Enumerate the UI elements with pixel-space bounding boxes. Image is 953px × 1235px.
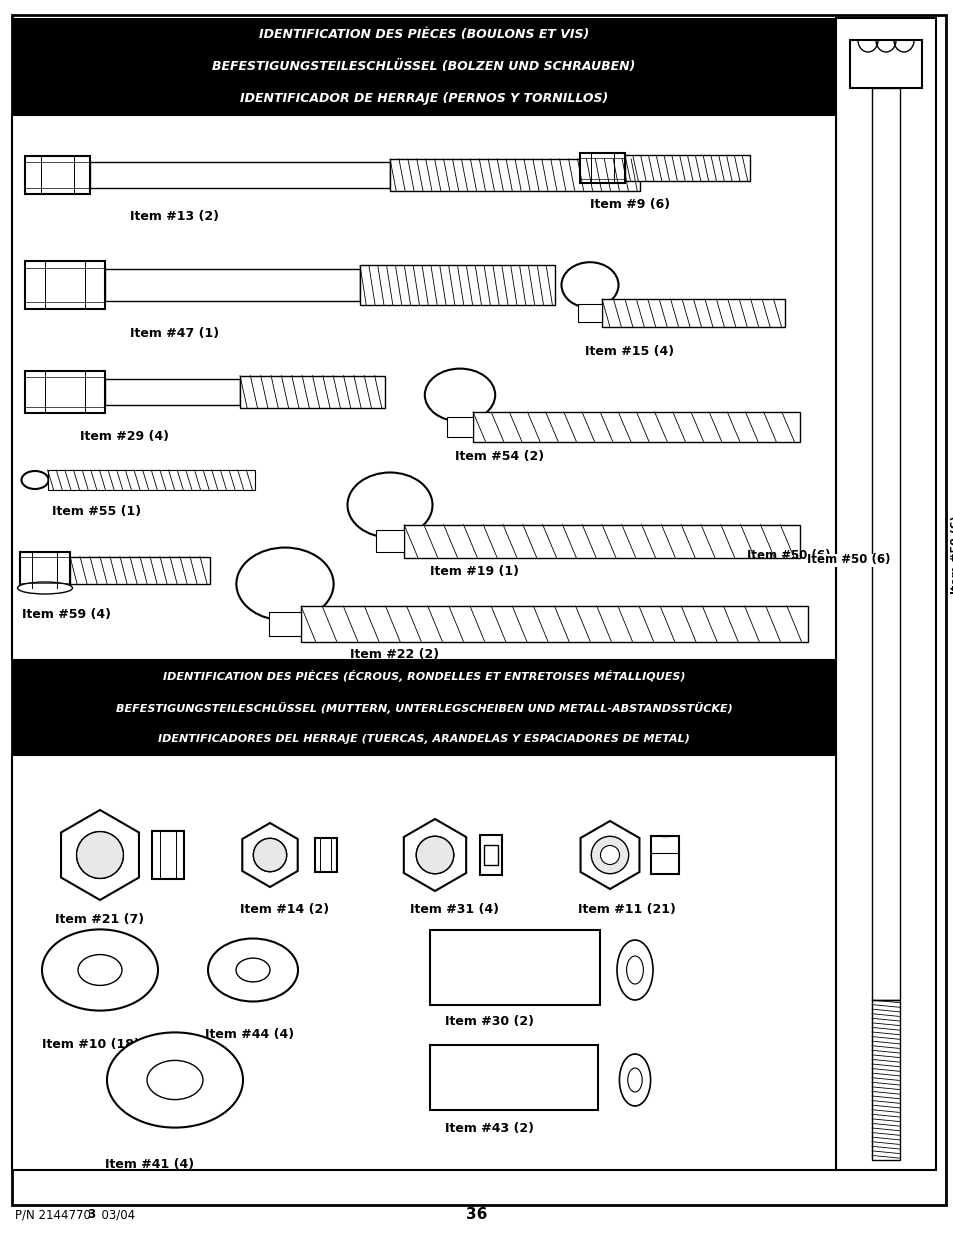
Bar [375, 530, 403, 552]
Circle shape [76, 831, 123, 878]
Text: Item #44 (4): Item #44 (4) [205, 1028, 294, 1041]
Ellipse shape [627, 1068, 641, 1092]
Text: Item #43 (2): Item #43 (2) [444, 1123, 534, 1135]
Bar [835, 19, 935, 1170]
Bar [20, 552, 70, 588]
Bar [430, 930, 599, 1005]
Bar [579, 153, 624, 183]
Text: Item #50 (6): Item #50 (6) [806, 553, 890, 567]
Bar [25, 156, 90, 194]
Text: Item #47 (1): Item #47 (1) [130, 327, 219, 340]
Text: Item #50 (6): Item #50 (6) [950, 516, 953, 594]
Text: IDENTIFICATION DES PIÈCES (BOULONS ET VIS): IDENTIFICATION DES PIÈCES (BOULONS ET VI… [258, 27, 589, 41]
Bar [314, 839, 336, 872]
Text: Item #22 (2): Item #22 (2) [350, 648, 438, 661]
Bar [390, 159, 639, 191]
Text: IDENTIFICADOR DE HERRAJE (PERNOS Y TORNILLOS): IDENTIFICADOR DE HERRAJE (PERNOS Y TORNI… [239, 93, 607, 105]
Text: Item #14 (2): Item #14 (2) [240, 903, 329, 916]
Ellipse shape [235, 958, 270, 982]
Text: Item #59 (4): Item #59 (4) [22, 608, 111, 621]
Bar [48, 471, 254, 490]
Bar [403, 525, 800, 557]
Text: IDENTIFICATION DES PIÈCES (ÉCROUS, RONDELLES ET ENTRETOISES MÉTALLIQUES): IDENTIFICATION DES PIÈCES (ÉCROUS, RONDE… [163, 669, 684, 682]
Text: 36: 36 [466, 1208, 487, 1223]
Ellipse shape [22, 471, 49, 489]
Ellipse shape [618, 1053, 650, 1107]
Text: Item #15 (4): Item #15 (4) [584, 345, 674, 358]
Circle shape [416, 836, 454, 873]
Bar [578, 304, 601, 322]
Bar [430, 1045, 598, 1110]
Bar [105, 379, 240, 405]
Ellipse shape [236, 547, 334, 620]
Text: Item #29 (4): Item #29 (4) [80, 430, 169, 443]
Ellipse shape [626, 956, 642, 984]
Text: 3: 3 [87, 1209, 95, 1221]
Bar [849, 40, 921, 88]
Text: Item #31 (4): Item #31 (4) [410, 903, 498, 916]
Text: 03/04: 03/04 [94, 1209, 135, 1221]
Bar [483, 845, 497, 864]
Circle shape [599, 846, 618, 864]
Circle shape [591, 836, 628, 873]
Bar [12, 19, 835, 115]
Text: Item #11 (21): Item #11 (21) [578, 903, 675, 916]
Text: Item #13 (2): Item #13 (2) [130, 210, 219, 224]
Bar [25, 370, 105, 412]
Text: BEFESTIGUNGSTEILESCHLÜSSEL (BOLZEN UND SCHRAUBEN): BEFESTIGUNGSTEILESCHLÜSSEL (BOLZEN UND S… [213, 61, 635, 73]
Ellipse shape [42, 930, 158, 1010]
Ellipse shape [17, 582, 72, 594]
Bar [12, 115, 835, 659]
Bar [871, 1000, 899, 1160]
Bar [12, 659, 835, 755]
Bar [301, 606, 807, 642]
Bar [269, 613, 301, 636]
Ellipse shape [347, 473, 432, 537]
Ellipse shape [208, 939, 297, 1002]
Ellipse shape [78, 955, 122, 986]
Polygon shape [242, 823, 297, 887]
Circle shape [253, 839, 286, 872]
Circle shape [253, 839, 286, 872]
Bar [359, 266, 555, 305]
Bar [479, 835, 501, 876]
Ellipse shape [617, 940, 652, 1000]
Bar [152, 831, 184, 879]
Ellipse shape [424, 368, 495, 421]
Text: Item #55 (1): Item #55 (1) [52, 505, 141, 517]
Bar [105, 269, 359, 300]
Text: Item #41 (4): Item #41 (4) [105, 1158, 193, 1171]
Text: Item #21 (7): Item #21 (7) [55, 913, 144, 926]
Ellipse shape [107, 1032, 243, 1128]
Text: Item #54 (2): Item #54 (2) [455, 450, 543, 463]
Bar [473, 412, 800, 442]
Ellipse shape [147, 1061, 203, 1099]
Bar [70, 557, 210, 583]
Bar [240, 375, 385, 409]
Circle shape [416, 836, 454, 873]
Bar [871, 88, 899, 1000]
Bar [25, 261, 105, 309]
Text: P/N 2144770: P/N 2144770 [15, 1209, 91, 1221]
Text: IDENTIFICADORES DEL HERRAJE (TUERCAS, ARANDELAS Y ESPACIADORES DE METAL): IDENTIFICADORES DEL HERRAJE (TUERCAS, AR… [158, 734, 689, 745]
Text: Item #9 (6): Item #9 (6) [589, 198, 669, 211]
Bar [601, 299, 784, 327]
Text: BEFESTIGUNGSTEILESCHLÜSSEL (MUTTERN, UNTERLEGSCHEIBEN UND METALL-ABSTANDSSTÜCKE): BEFESTIGUNGSTEILESCHLÜSSEL (MUTTERN, UNT… [115, 701, 732, 714]
Polygon shape [61, 810, 139, 900]
Circle shape [76, 831, 123, 878]
Bar [90, 162, 390, 188]
Bar [650, 836, 679, 874]
Bar [624, 156, 749, 180]
Text: Item #10 (18): Item #10 (18) [42, 1037, 139, 1051]
Polygon shape [580, 821, 639, 889]
Bar [447, 417, 473, 437]
Text: Item #30 (2): Item #30 (2) [444, 1015, 534, 1028]
Ellipse shape [561, 262, 618, 308]
Text: Item #19 (1): Item #19 (1) [430, 564, 518, 578]
Text: Item #50 (6): Item #50 (6) [747, 548, 830, 562]
Bar [12, 755, 835, 1170]
Polygon shape [403, 819, 466, 890]
